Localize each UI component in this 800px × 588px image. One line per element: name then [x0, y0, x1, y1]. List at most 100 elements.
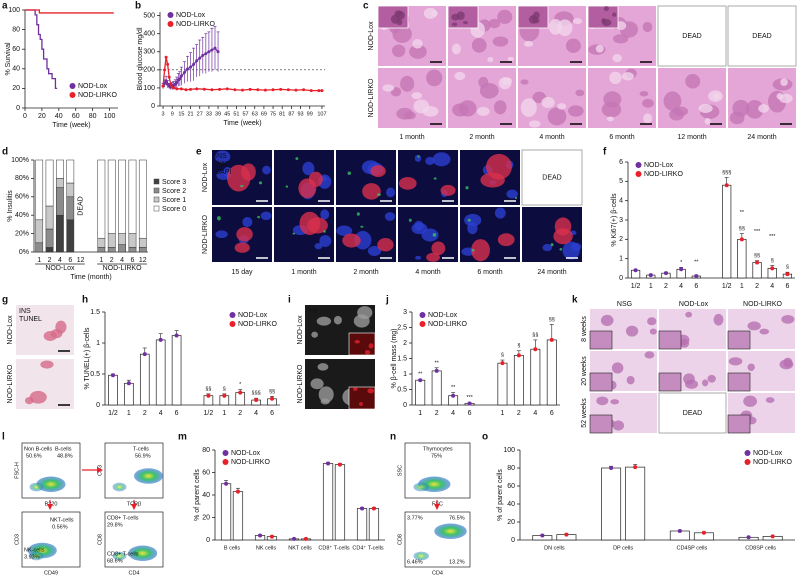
annotation: §	[771, 258, 774, 264]
mean-dot	[770, 266, 775, 271]
point	[241, 88, 244, 92]
bar-segment	[35, 159, 44, 221]
x-tick-label: 2	[664, 283, 668, 290]
gate-label: 76.5%	[449, 515, 465, 521]
mean-dot	[238, 390, 243, 395]
tissue-feature	[528, 15, 538, 24]
bar	[415, 379, 426, 406]
point	[218, 87, 222, 91]
tissue-feature	[400, 75, 415, 92]
stain-label: Ki67	[215, 161, 229, 168]
gate-label: 56.9%	[135, 453, 151, 459]
point	[164, 79, 168, 83]
tissue-feature	[362, 183, 381, 200]
gate-label: 0.56%	[52, 524, 68, 530]
x-tick-label: 12	[139, 257, 147, 264]
cell-population	[413, 551, 430, 561]
legend-marker	[69, 92, 76, 98]
legend-label: Score 0	[162, 206, 186, 213]
mean-dot	[174, 333, 179, 338]
annotation: ***	[466, 395, 473, 401]
annotation: §	[223, 386, 226, 392]
legend-marker	[222, 459, 229, 465]
y-tick-label: 300	[143, 49, 155, 56]
flow-axis-label: B220	[45, 501, 58, 507]
tissue-feature	[570, 242, 582, 252]
tissue-feature	[426, 252, 440, 262]
tissue-feature	[425, 156, 435, 165]
annotation: *	[680, 260, 683, 266]
panel-label: o	[482, 432, 488, 443]
tissue-feature	[542, 243, 553, 252]
tissue-feature	[647, 317, 657, 326]
point	[169, 82, 173, 86]
mean-dot	[755, 260, 760, 265]
tissue-feature	[596, 396, 609, 406]
y-tick-label: 1	[403, 371, 407, 378]
annotation: §§	[532, 332, 538, 338]
stain-label: INS	[215, 153, 227, 160]
point	[186, 67, 189, 71]
x-tick-label: 9	[171, 111, 174, 117]
mean-dot	[540, 533, 545, 538]
mean-dot	[516, 353, 521, 358]
legend-marker	[167, 12, 174, 18]
gate-label: NKT-cells	[50, 517, 74, 523]
point	[204, 52, 208, 56]
y-tick-label: 2.5	[397, 324, 407, 331]
bar	[546, 339, 557, 406]
inset	[727, 330, 751, 350]
point	[166, 62, 170, 66]
mean-dot	[292, 536, 297, 541]
dead-cell	[658, 392, 727, 434]
tissue-feature	[370, 165, 386, 178]
stain-label: DAPI	[215, 169, 231, 176]
bar-segment	[138, 237, 147, 248]
x-tick-label: 1	[99, 257, 103, 264]
tissue-feature	[685, 311, 693, 318]
bar	[322, 463, 334, 541]
dead-label: DEAD	[752, 33, 771, 40]
flow-axis-label: SSC	[397, 465, 403, 476]
x-tick-label: CD4⁺ T-cells	[352, 544, 383, 551]
tissue-feature	[386, 187, 396, 198]
tissue-feature	[412, 38, 423, 49]
tissue-feature	[493, 100, 507, 115]
column-label: 2 month	[353, 269, 378, 276]
y-tick-label: 100%	[11, 157, 29, 164]
gate-label: Non B-cells	[24, 446, 52, 452]
tissue-feature	[298, 178, 317, 199]
x-tick-label: 1	[649, 283, 653, 290]
gate-label: 3.77%	[407, 515, 423, 521]
row-label: NOD-LIRKO	[202, 215, 209, 254]
legend-label: NOD-Lox	[428, 312, 458, 319]
annotation: §	[786, 265, 789, 271]
tissue-feature	[377, 237, 394, 252]
panel-label: n	[390, 432, 396, 443]
y-tick-label: 80	[12, 26, 20, 33]
x-tick-label: 99	[307, 111, 313, 117]
dead-label: DEAD	[542, 174, 561, 181]
panel-label: k	[572, 295, 578, 306]
x-tick-label: 6	[270, 410, 274, 417]
y-tick-label: 3	[403, 309, 407, 316]
y-tick-label: 3	[619, 217, 623, 224]
tissue-feature	[547, 107, 567, 126]
x-tick-label: 40	[55, 113, 63, 120]
mean-dot	[467, 401, 472, 406]
row-label: NOD-Lox	[368, 21, 375, 51]
bar	[171, 335, 182, 406]
column-label: NOD-LIRKO	[743, 301, 782, 308]
tissue-feature	[360, 225, 364, 228]
panel-label: d	[2, 147, 8, 158]
tissue-feature	[649, 328, 657, 335]
y-tick-label: 2	[403, 340, 407, 347]
series-line	[162, 57, 322, 92]
flow-axis-label: FSC-H	[14, 462, 20, 479]
bar	[139, 353, 150, 406]
tissue-feature	[603, 6, 609, 12]
point	[195, 59, 199, 63]
tissue-feature	[557, 103, 567, 110]
row-label: 20 weeks	[581, 356, 588, 386]
